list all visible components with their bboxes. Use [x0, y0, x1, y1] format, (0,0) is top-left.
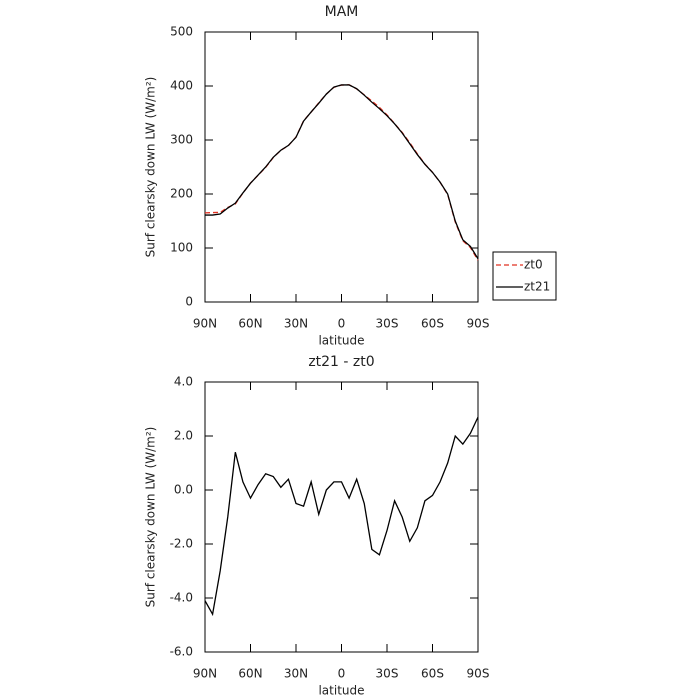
plot-frame [204, 31, 479, 303]
legend-label: zt0 [524, 258, 543, 272]
x-tick-label: 60N [238, 317, 262, 331]
y-tick-label: 300 [170, 133, 193, 147]
y-tick-label: 400 [170, 79, 193, 93]
x-tick-label: 60S [421, 667, 444, 681]
x-axis-label: latitude [318, 334, 364, 348]
x-tick-label: 30N [284, 317, 308, 331]
chart-title: zt21 - zt0 [308, 354, 374, 370]
y-axis-label: Surf clearsky down LW (W/m²) [144, 77, 158, 258]
legend-label: zt21 [524, 280, 550, 294]
y-tick-label: 2.0 [174, 429, 193, 443]
x-tick-label: 30S [376, 667, 399, 681]
x-tick-label: 90N [193, 317, 217, 331]
x-tick-label: 60S [421, 317, 444, 331]
data-line [204, 416, 479, 617]
plot-frame [204, 381, 479, 653]
x-tick-label: 90S [467, 667, 490, 681]
x-tick-label: 60N [238, 667, 262, 681]
x-tick-label: 0 [338, 317, 346, 331]
y-tick-label: 0.0 [174, 483, 193, 497]
x-tick-label: 90N [193, 667, 217, 681]
y-tick-label: 4.0 [174, 375, 193, 389]
x-axis-label: latitude [318, 684, 364, 698]
x-tick-label: 0 [338, 667, 346, 681]
legend-box [492, 251, 557, 301]
data-line [204, 84, 479, 261]
y-axis-label: Surf clearsky down LW (W/m²) [144, 427, 158, 608]
x-tick-label: 30N [284, 667, 308, 681]
y-tick-label: 0 [185, 295, 193, 309]
y-tick-label: 500 [170, 25, 193, 39]
y-tick-label: -2.0 [170, 537, 193, 551]
y-tick-label: -6.0 [170, 645, 193, 659]
x-tick-label: 30S [376, 317, 399, 331]
y-tick-label: 200 [170, 187, 193, 201]
data-line [205, 84, 479, 260]
x-tick-label: 90S [467, 317, 490, 331]
y-tick-label: 100 [170, 241, 193, 255]
y-tick-label: -4.0 [170, 591, 193, 605]
chart-title: MAM [325, 4, 359, 20]
